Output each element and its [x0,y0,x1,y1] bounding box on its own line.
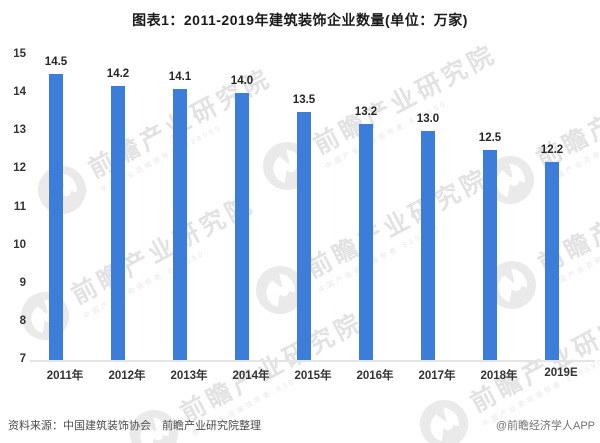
source-note: 资料来源：中国建筑装饰协会 前瞻产业研究院整理 [8,420,261,432]
x-axis-tick-label: 2018年 [480,370,518,382]
bar-value-label: 14.0 [230,75,254,88]
bar-value-label: 14.2 [106,67,130,80]
x-axis-tick-label: 2019E [544,367,578,379]
y-axis-tick-label: 11 [13,200,26,213]
y-axis-tick-label: 10 [13,238,26,251]
bar-value-label: 12.5 [478,132,502,145]
x-axis-tick-label: 2015年 [294,370,332,382]
bar-2014年 [235,93,249,360]
bar-value-label: 14.5 [44,56,68,69]
bar-value-label: 13.2 [354,105,378,118]
x-axis-tick-label: 2013年 [170,370,208,382]
bar-2011年 [49,74,63,360]
y-axis-tick-label: 12 [13,162,26,175]
x-axis-tick-label: 2017年 [418,370,456,382]
y-axis-tick-label: 8 [19,314,26,327]
x-axis-tick-label: 2014年 [232,370,270,382]
bar-value-label: 13.0 [416,113,440,126]
y-axis-tick-label: 15 [13,48,26,60]
x-axis-tick-label: 2011年 [46,370,84,382]
x-axis-tick-label: 2012年 [108,370,146,382]
bar-value-label: 14.1 [168,71,192,84]
credit-note: @前瞻经济学人APP [495,420,595,432]
x-axis-line [30,360,595,362]
bar-value-label: 12.2 [540,143,564,156]
chart-title: 图表1：2011-2019年建筑装饰企业数量(单位：万家) [132,12,468,28]
bar-2019E [545,161,559,360]
bar-2013年 [173,89,187,360]
bar-2016年 [359,123,373,360]
bar-value-label: 13.5 [292,94,316,107]
x-axis-tick-label: 2016年 [356,370,394,382]
bar-2017年 [421,131,435,360]
bar-2012年 [111,85,125,360]
y-axis-tick-label: 13 [13,124,26,137]
bar-2018年 [483,150,497,360]
y-axis-tick-label: 7 [19,353,26,365]
y-axis-tick-label: 9 [19,276,26,289]
bar-2015年 [297,112,311,360]
y-axis-tick-label: 14 [13,86,26,99]
